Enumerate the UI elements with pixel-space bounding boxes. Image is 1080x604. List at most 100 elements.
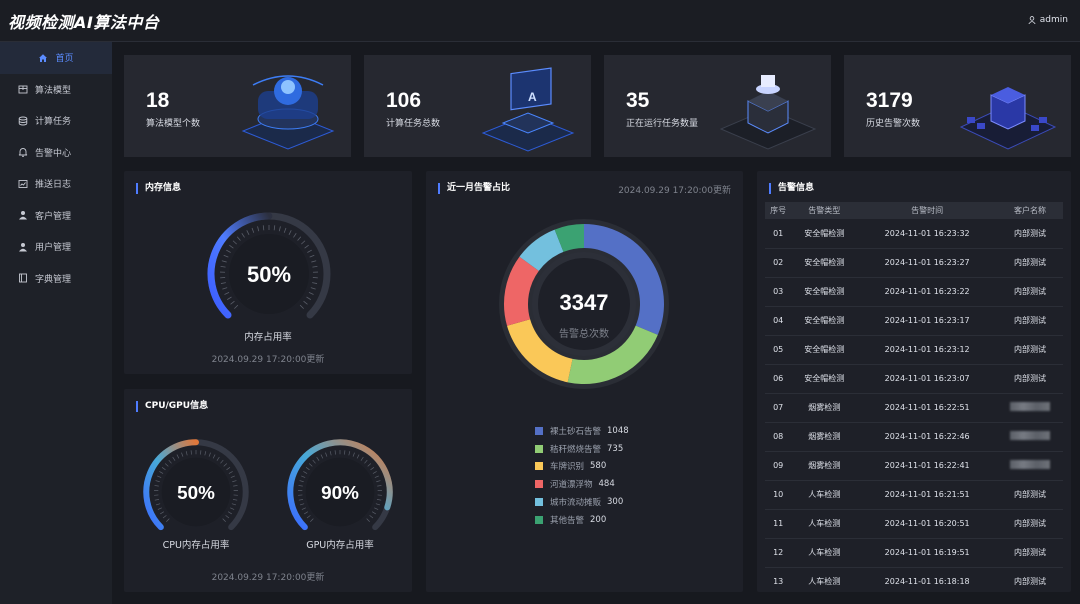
ai-laptop-illustration-icon: A <box>481 67 575 152</box>
donut-slice[interactable] <box>507 319 573 383</box>
home-icon <box>39 53 48 62</box>
column-header: 告警类型 <box>791 202 858 219</box>
table-cell: 01 <box>765 219 792 249</box>
table-cell: 2024-11-01 16:18:18 <box>857 567 998 592</box>
table-cell: 烟雾检测 <box>791 422 858 452</box>
table-row[interactable]: 01 安全帽检测 2024-11-01 16:23:32 内部测试 <box>765 219 1063 249</box>
gauge-value: 90% <box>321 482 359 503</box>
legend-item[interactable]: 城市流动摊贩 300 <box>535 493 629 511</box>
redacted-value <box>1010 431 1051 440</box>
donut-slice[interactable] <box>504 256 539 326</box>
table-cell <box>997 422 1063 452</box>
table-row[interactable]: 09 烟雾检测 2024-11-01 16:22:41 <box>765 451 1063 481</box>
sidebar-item-compute-tasks[interactable]: 计算任务 <box>0 105 112 137</box>
table-row[interactable]: 05 安全帽检测 2024-11-01 16:23:12 内部测试 <box>765 335 1063 365</box>
donut-slice[interactable] <box>519 229 564 271</box>
sidebar-item-dictionary-management[interactable]: 字典管理 <box>0 263 112 295</box>
table-cell: 内部测试 <box>997 277 1063 307</box>
table-cell: 安全帽检测 <box>791 306 858 336</box>
stat-card-tasks: A 106 计算任务总数 <box>364 55 591 157</box>
table-cell: 内部测试 <box>997 335 1063 365</box>
gauge-value: 50% <box>177 482 215 503</box>
legend-label: 河道漂浮物 <box>550 480 593 491</box>
table-cell: 13 <box>765 567 792 592</box>
table-row[interactable]: 10 人车检测 2024-11-01 16:21:51 内部测试 <box>765 480 1063 510</box>
sidebar-item-home[interactable]: 首页 <box>0 42 112 74</box>
table-cell: 内部测试 <box>997 509 1063 539</box>
user-menu[interactable]: admin <box>1028 15 1068 25</box>
stat-value: 18 <box>146 89 170 112</box>
table-row[interactable]: 04 安全帽检测 2024-11-01 16:23:17 内部测试 <box>765 306 1063 336</box>
donut-slice[interactable] <box>554 224 584 252</box>
table-cell <box>997 393 1063 423</box>
legend-swatch <box>535 480 543 489</box>
table-row[interactable]: 12 人车检测 2024-11-01 16:19:51 内部测试 <box>765 538 1063 568</box>
update-time: 2024.09.29 17:20:00更新 <box>211 355 325 365</box>
table-cell: 2024-11-01 16:22:46 <box>857 422 998 452</box>
redacted-value <box>1010 460 1051 469</box>
sidebar-item-customer-management[interactable]: 客户管理 <box>0 200 112 232</box>
table-cell: 2024-11-01 16:22:41 <box>857 451 998 481</box>
table-cell: 内部测试 <box>997 364 1063 394</box>
sidebar-item-algorithm-models[interactable]: 算法模型 <box>0 74 112 106</box>
table-cell: 2024-11-01 16:23:07 <box>857 364 998 394</box>
donut-slice[interactable] <box>567 325 658 384</box>
table-row[interactable]: 03 安全帽检测 2024-11-01 16:23:22 内部测试 <box>765 277 1063 307</box>
table-cell: 内部测试 <box>997 306 1063 336</box>
gpu-gauge: 90% <box>287 439 393 531</box>
sidebar-item-label: 推送日志 <box>35 180 72 191</box>
legend-item[interactable]: 其他告警 200 <box>535 511 629 529</box>
table-cell: 安全帽检测 <box>791 335 858 365</box>
legend-value: 484 <box>598 479 615 490</box>
table-row[interactable]: 07 烟雾检测 2024-11-01 16:22:51 <box>765 393 1063 423</box>
legend-item[interactable]: 车牌识别 580 <box>535 458 629 476</box>
stat-card-alarms: 3179 历史告警次数 <box>844 55 1071 157</box>
table-cell: 安全帽检测 <box>791 219 858 249</box>
table-cell: 04 <box>765 306 792 336</box>
legend-value: 300 <box>607 497 624 508</box>
table-row[interactable]: 06 安全帽检测 2024-11-01 16:23:07 内部测试 <box>765 364 1063 394</box>
table-cell: 05 <box>765 335 792 365</box>
legend-item[interactable]: 河道漂浮物 484 <box>535 475 629 493</box>
stat-card-models: 18 算法模型个数 <box>124 55 351 157</box>
table-cell: 烟雾检测 <box>791 393 858 423</box>
table-row[interactable]: 02 安全帽检测 2024-11-01 16:23:27 内部测试 <box>765 248 1063 278</box>
app-title: 视频检测AI算法中台 <box>8 13 160 32</box>
sidebar-item-label: 客户管理 <box>35 211 72 222</box>
donut-slice[interactable] <box>584 224 664 335</box>
table-cell: 03 <box>765 277 792 307</box>
legend-item[interactable]: 裸土砂石告警 1048 <box>535 422 629 440</box>
table-cell: 安全帽检测 <box>791 248 858 278</box>
sidebar-item-push-log[interactable]: 推送日志 <box>0 168 112 200</box>
stat-value: 3179 <box>866 89 913 112</box>
alarm-ratio-panel: 近一月告警占比 2024.09.29 17:20:00更新 3347 告警总次数… <box>426 171 743 592</box>
legend-swatch <box>535 462 543 471</box>
table-row[interactable]: 08 烟雾检测 2024-11-01 16:22:46 <box>765 422 1063 452</box>
table-cell: 安全帽检测 <box>791 277 858 307</box>
sidebar-item-user-management[interactable]: 用户管理 <box>0 231 112 263</box>
update-time: 2024.09.29 17:20:00更新 <box>618 186 731 196</box>
legend-item[interactable]: 秸秆燃烧告警 735 <box>535 440 629 458</box>
gpu-usage-label: GPU内存占用率 <box>306 540 374 551</box>
legend-value: 735 <box>607 443 624 454</box>
table-cell: 09 <box>765 451 792 481</box>
sidebar-item-label: 字典管理 <box>35 274 72 285</box>
alarm-info-panel: 告警信息 序号 告警类型 告警时间 客户名称 01 安全帽检测 2024-11-01 16… <box>757 171 1071 592</box>
table-cell: 内部测试 <box>997 567 1063 592</box>
table-cell: 2024-11-01 16:21:51 <box>857 480 998 510</box>
table-cell: 07 <box>765 393 792 423</box>
table-row[interactable]: 11 人车检测 2024-11-01 16:20:51 内部测试 <box>765 509 1063 539</box>
table-cell: 2024-11-01 16:23:12 <box>857 335 998 365</box>
table-row[interactable]: 13 人车检测 2024-11-01 16:18:18 内部测试 <box>765 567 1063 592</box>
table-cell: 2024-11-01 16:22:51 <box>857 393 998 423</box>
table-cell: 2024-11-01 16:19:51 <box>857 538 998 568</box>
table-cell: 2024-11-01 16:23:17 <box>857 306 998 336</box>
table-cell: 2024-11-01 16:20:51 <box>857 509 998 539</box>
sidebar-item-alarm-center[interactable]: 告警中心 <box>0 137 112 169</box>
table-cell: 内部测试 <box>997 480 1063 510</box>
top-bar: 视频检测AI算法中台 admin <box>0 0 1080 42</box>
database-icon <box>18 116 28 126</box>
legend-swatch <box>535 426 543 435</box>
table-cell: 10 <box>765 480 792 510</box>
donut-total-label: 告警总次数 <box>559 327 609 340</box>
